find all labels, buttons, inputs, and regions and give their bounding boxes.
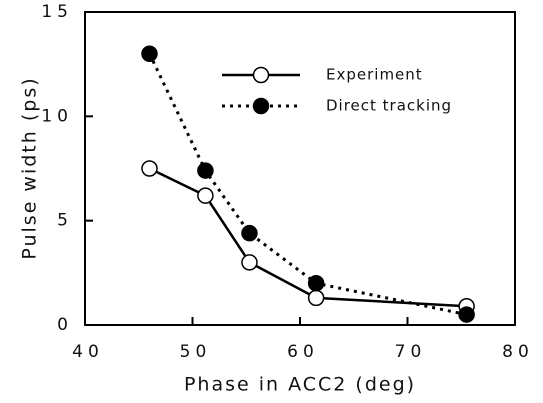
series-line — [148, 53, 467, 317]
x-tick-label: 40 — [72, 342, 104, 362]
legend-marker — [252, 66, 270, 84]
series-line — [148, 167, 467, 308]
x-tick-label: 80 — [502, 342, 534, 362]
data-point — [141, 45, 158, 62]
y-tick-label: 15 — [41, 2, 73, 22]
data-point — [141, 160, 158, 177]
data-point — [307, 275, 325, 292]
x-axis-label: Phase in ACC2 (deg) — [184, 374, 416, 396]
x-tick-label: 60 — [287, 342, 319, 362]
y-tick-label: 5 — [57, 211, 73, 231]
y-axis-label: Pulse width (ps) — [19, 76, 41, 259]
legend-marker — [252, 97, 270, 115]
y-tick-label: 0 — [57, 315, 73, 335]
data-point — [197, 187, 214, 204]
x-tick-label: 50 — [180, 342, 212, 362]
data-point — [458, 306, 475, 323]
data-point — [197, 162, 214, 179]
legend-label: Direct tracking — [326, 97, 452, 115]
y-tick-label: 10 — [41, 106, 73, 126]
data-point — [307, 289, 325, 307]
data-point — [241, 254, 258, 271]
legend-label: Experiment — [326, 66, 423, 84]
data-point — [241, 224, 258, 242]
x-tick-label: 70 — [395, 342, 427, 362]
